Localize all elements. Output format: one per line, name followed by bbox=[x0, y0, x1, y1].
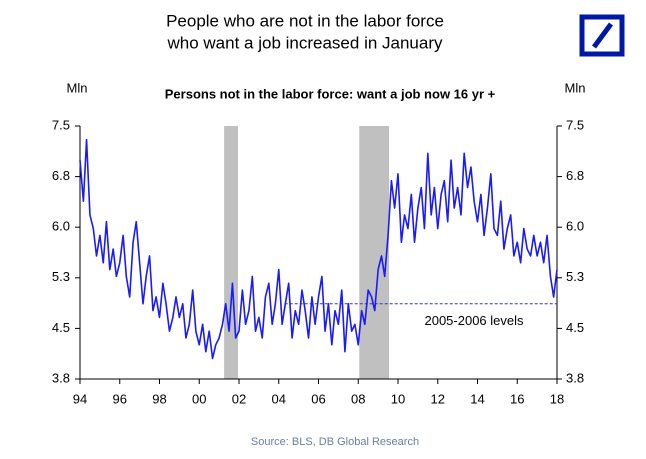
logo bbox=[579, 14, 625, 57]
x-tick-label: 08 bbox=[351, 391, 365, 406]
y-unit: Mln bbox=[67, 80, 88, 95]
y-tick-label: 3.8 bbox=[52, 370, 70, 385]
shaded-period bbox=[359, 126, 390, 379]
y-tick-label: 5.3 bbox=[52, 269, 70, 284]
y2-tick-label: 6.0 bbox=[566, 219, 584, 234]
x-tick-label: 02 bbox=[232, 391, 246, 406]
chart-title: who want a job increased in January bbox=[167, 33, 443, 52]
x-tick-label: 12 bbox=[431, 391, 445, 406]
x-tick-label: 98 bbox=[152, 391, 166, 406]
source: Source: BLS, DB Global Research bbox=[251, 436, 419, 448]
reference-label: 2005-2006 levels bbox=[424, 313, 524, 328]
y2-tick-label: 7.5 bbox=[566, 117, 584, 132]
chart-subtitle: Persons not in the labor force: want a j… bbox=[165, 86, 496, 101]
data-line bbox=[79, 138, 558, 360]
x-tick-label: 06 bbox=[311, 391, 325, 406]
y2-tick-label: 5.3 bbox=[566, 269, 584, 284]
x-tick-label: 10 bbox=[391, 391, 405, 406]
x-tick-label: 18 bbox=[550, 391, 564, 406]
y-tick-label: 4.5 bbox=[52, 320, 70, 335]
y-tick-label: 6.0 bbox=[52, 219, 70, 234]
y2-tick-label: 6.8 bbox=[566, 168, 584, 183]
y-tick-label: 7.5 bbox=[52, 117, 70, 132]
x-tick-label: 94 bbox=[73, 391, 87, 406]
chart-title: People who are not in the labor force bbox=[166, 11, 444, 30]
shaded-period bbox=[224, 126, 239, 379]
y2-tick-label: 4.5 bbox=[566, 320, 584, 335]
x-tick-label: 96 bbox=[113, 391, 127, 406]
x-tick-label: 16 bbox=[510, 391, 524, 406]
x-tick-label: 00 bbox=[192, 391, 206, 406]
y2-tick-label: 3.8 bbox=[566, 370, 584, 385]
y-tick-label: 6.8 bbox=[52, 168, 70, 183]
y2-unit: Mln bbox=[565, 80, 586, 95]
x-tick-label: 14 bbox=[470, 391, 484, 406]
x-tick-label: 04 bbox=[272, 391, 286, 406]
